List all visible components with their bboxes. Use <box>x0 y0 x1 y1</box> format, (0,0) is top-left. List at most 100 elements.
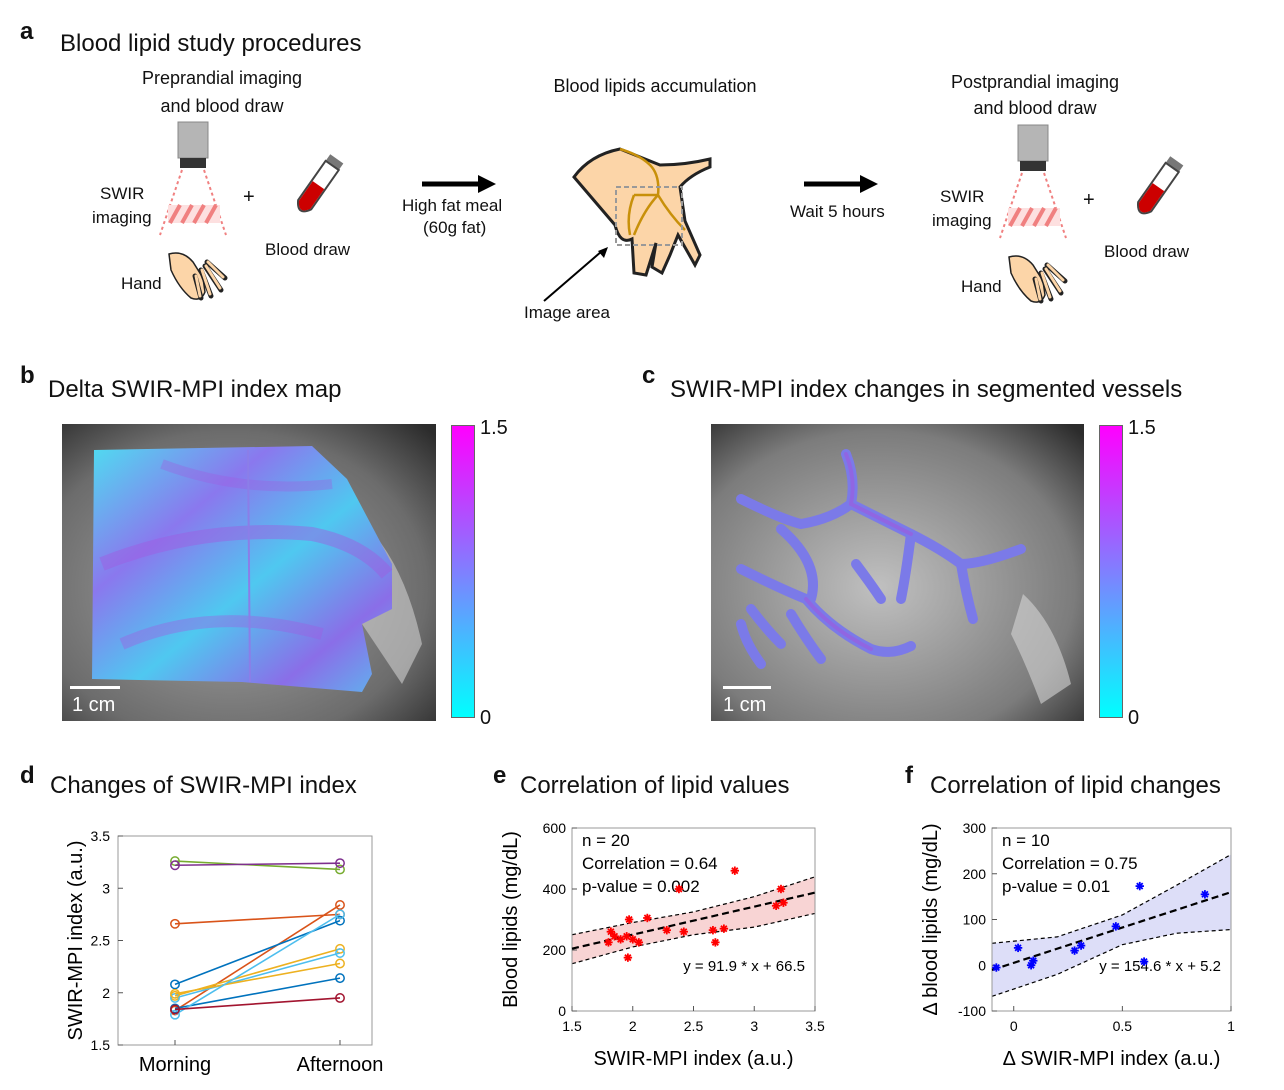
hand-vessels-icon <box>572 147 712 277</box>
chart-e-point <box>604 938 613 947</box>
panel-e-letter: e <box>493 762 507 789</box>
chart-d-point <box>170 979 180 990</box>
chart-d-point <box>335 948 345 958</box>
image-area-label: Image area <box>524 303 610 322</box>
swir-camera-icon-pre <box>159 121 227 236</box>
chart-f-xtick-label: 0.5 <box>1113 1018 1133 1034</box>
scale-label-b: 1 cm <box>72 694 116 716</box>
colorbar-c <box>1099 425 1123 718</box>
chart-e-point <box>643 913 652 923</box>
chart-f-fit-line <box>991 891 1232 971</box>
chart-e-stat: Correlation = 0.64 <box>582 854 718 873</box>
chart-d-point <box>335 973 345 984</box>
chart-e-point <box>674 884 684 894</box>
chart-d-point <box>170 1009 180 1020</box>
meal-label-1: High fat meal <box>402 196 503 215</box>
chart-f-point <box>1029 956 1038 965</box>
chart-e-ytick-label: 200 <box>543 942 567 958</box>
chart-e-point <box>623 953 633 962</box>
chart-f-point <box>1139 957 1149 966</box>
chart-d-point <box>170 856 180 867</box>
panel-b-letter: b <box>20 362 35 389</box>
chart-f-ytick-label: -100 <box>958 1003 986 1019</box>
chart-d-point <box>335 993 345 1003</box>
chart-f-point <box>1111 922 1121 931</box>
wait-label: Wait 5 hours <box>790 202 885 221</box>
chart-e-point <box>628 935 637 944</box>
chart-e-equation: y = 91.9 * x + 66.5 <box>683 958 805 975</box>
chart-f-ytick-label: 300 <box>963 820 987 836</box>
chart-d-series-line <box>174 962 341 995</box>
arrow-right-icon-1 <box>422 175 496 193</box>
chart-d-ytick-label: 1.5 <box>91 1037 111 1053</box>
blood-draw-label-post: Blood draw <box>1104 242 1190 261</box>
chart-e: 0 200 400 600 1.5 2 2.5 3 3.5 SWIR-MPI index (a.u… <box>500 820 825 1070</box>
chart-f-equation: y = 154.6 * x + 5.2 <box>1099 958 1221 975</box>
scale-bar-b <box>70 686 120 689</box>
chart-f-title: Correlation of lipid changes <box>930 772 1221 799</box>
chart-e-point <box>624 915 634 924</box>
panel-c-title: SWIR-MPI index changes in segmented vess… <box>670 376 1183 403</box>
chart-f-xtick-label: 1 <box>1227 1018 1235 1034</box>
chart-e-title: Correlation of lipid values <box>520 772 790 799</box>
chart-d-series-line <box>174 904 341 1012</box>
chart-e-xtick-label: 2.5 <box>684 1018 704 1034</box>
chart-d: 1.5 2 2.5 3 3.5 Morning Afternoon SWIR-MPI inde… <box>65 828 384 1076</box>
chart-d-point <box>335 915 345 926</box>
chart-f-stat: n = 10 <box>1002 831 1050 850</box>
chart-e-point <box>771 901 781 910</box>
chart-d-title: Changes of SWIR-MPI index <box>50 772 357 799</box>
scale-bar-c <box>723 686 771 689</box>
chart-f-stat: Correlation = 0.75 <box>1002 854 1138 873</box>
chart-e-ylabel: Blood lipids (mg/dL) <box>500 831 522 1008</box>
chart-e-point <box>616 935 625 944</box>
chart-e-point <box>719 924 729 933</box>
chart-d-series-line <box>174 913 341 925</box>
chart-e-ci-lower <box>571 912 816 965</box>
accum-title: Blood lipids accumulation <box>553 76 757 96</box>
plus-sign-pre: + <box>243 186 255 208</box>
chart-d-series-line <box>174 913 341 1016</box>
chart-e-point <box>662 925 671 935</box>
panel-a-letter: a <box>20 18 34 45</box>
chart-d-point <box>170 918 180 929</box>
swir-label-post-2: imaging <box>932 211 992 230</box>
chart-d-ytick-label: 2.5 <box>91 933 111 949</box>
panel-a-title: Blood lipid study procedures <box>60 30 362 57</box>
chart-f-xtick-label: 0 <box>1010 1018 1018 1034</box>
chart-e-xlabel: SWIR-MPI index (a.u.) <box>593 1048 793 1070</box>
panel-c-letter: c <box>642 362 656 389</box>
chart-f-ytick-label: 200 <box>963 866 987 882</box>
hand-label-pre: Hand <box>121 274 162 293</box>
chart-f-ci-upper <box>991 854 1232 944</box>
swir-camera-icon-post <box>999 124 1067 239</box>
chart-f-point <box>1135 881 1144 891</box>
chart-e-point <box>610 932 619 941</box>
colorbar-b <box>451 425 475 718</box>
chart-e-point <box>708 925 718 935</box>
blood-tube-icon-post <box>1137 156 1184 215</box>
swir-label-pre-2: imaging <box>92 208 152 227</box>
chart-d-series-line <box>174 997 341 1011</box>
image-area-pointer-icon <box>543 247 608 302</box>
chart-f-ytick-label: 100 <box>963 912 987 928</box>
plus-sign-post: + <box>1083 189 1095 211</box>
chart-f-ylabel: Δ blood lipids (mg/dL) <box>920 823 942 1015</box>
chart-d-series-line <box>174 952 341 999</box>
chart-d-xtick-label: Afternoon <box>297 1054 384 1076</box>
chart-f: -100 0 100 200 300 0 0.5 1 Δ SWIR-MPI index (a.u… <box>920 820 1235 1070</box>
chart-d-point <box>170 860 180 871</box>
blood-tube-icon-pre <box>297 154 344 213</box>
delta-index-map-image: 1 cm <box>62 424 436 721</box>
post-title-line1: Postprandial imaging <box>950 72 1120 92</box>
chart-e-xtick-label: 3 <box>750 1018 758 1034</box>
chart-e-ytick-label: 400 <box>543 881 567 897</box>
chart-d-frame <box>117 835 373 1046</box>
colorbar-c-max: 1.5 <box>1128 417 1156 439</box>
chart-e-stat: p-value = 0.002 <box>582 877 700 896</box>
colorbar-b-min: 0 <box>480 707 492 729</box>
panel-f-letter: f <box>905 762 913 789</box>
chart-d-xtick-label: Morning <box>139 1054 211 1076</box>
colorbar-c-min: 0 <box>1128 707 1140 729</box>
swir-label-pre-1: SWIR <box>100 184 145 203</box>
